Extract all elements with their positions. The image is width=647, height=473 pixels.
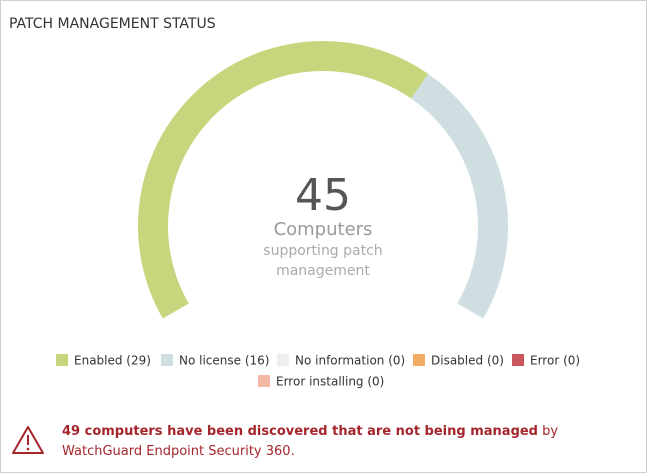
warning-icon	[12, 426, 44, 454]
legend-label: Error (0)	[530, 354, 580, 368]
warning-text: by WatchGuard Endpoint Security 360.	[62, 424, 559, 459]
total: 45	[295, 170, 351, 221]
chart-title: PATCH MANAGEMENT STATUS	[9, 16, 216, 32]
center-label: Computers	[274, 219, 373, 240]
gauge-segment	[138, 41, 429, 319]
center-sublabel: supporting patch	[263, 243, 382, 259]
legend-label: Disabled (0)	[431, 354, 504, 368]
legend-label: Enabled (29)	[74, 354, 151, 368]
gauge-segment	[410, 73, 508, 319]
legend-label: No information (0)	[295, 354, 405, 368]
legend-swatch	[258, 375, 270, 387]
legend-swatch	[161, 354, 173, 366]
legend-label: No license (16)	[179, 354, 269, 368]
warning-highlight[interactable]: 49 computers have been discovered that a…	[62, 424, 538, 439]
legend-swatch	[512, 354, 524, 366]
center-sublabel: management	[276, 263, 370, 279]
legend-swatch	[413, 354, 425, 366]
legend-swatch	[56, 354, 68, 366]
legend-swatch	[277, 354, 289, 366]
legend-label: Error installing (0)	[276, 375, 384, 389]
warning-message: 49 computers have been discovered that a…	[62, 422, 642, 462]
